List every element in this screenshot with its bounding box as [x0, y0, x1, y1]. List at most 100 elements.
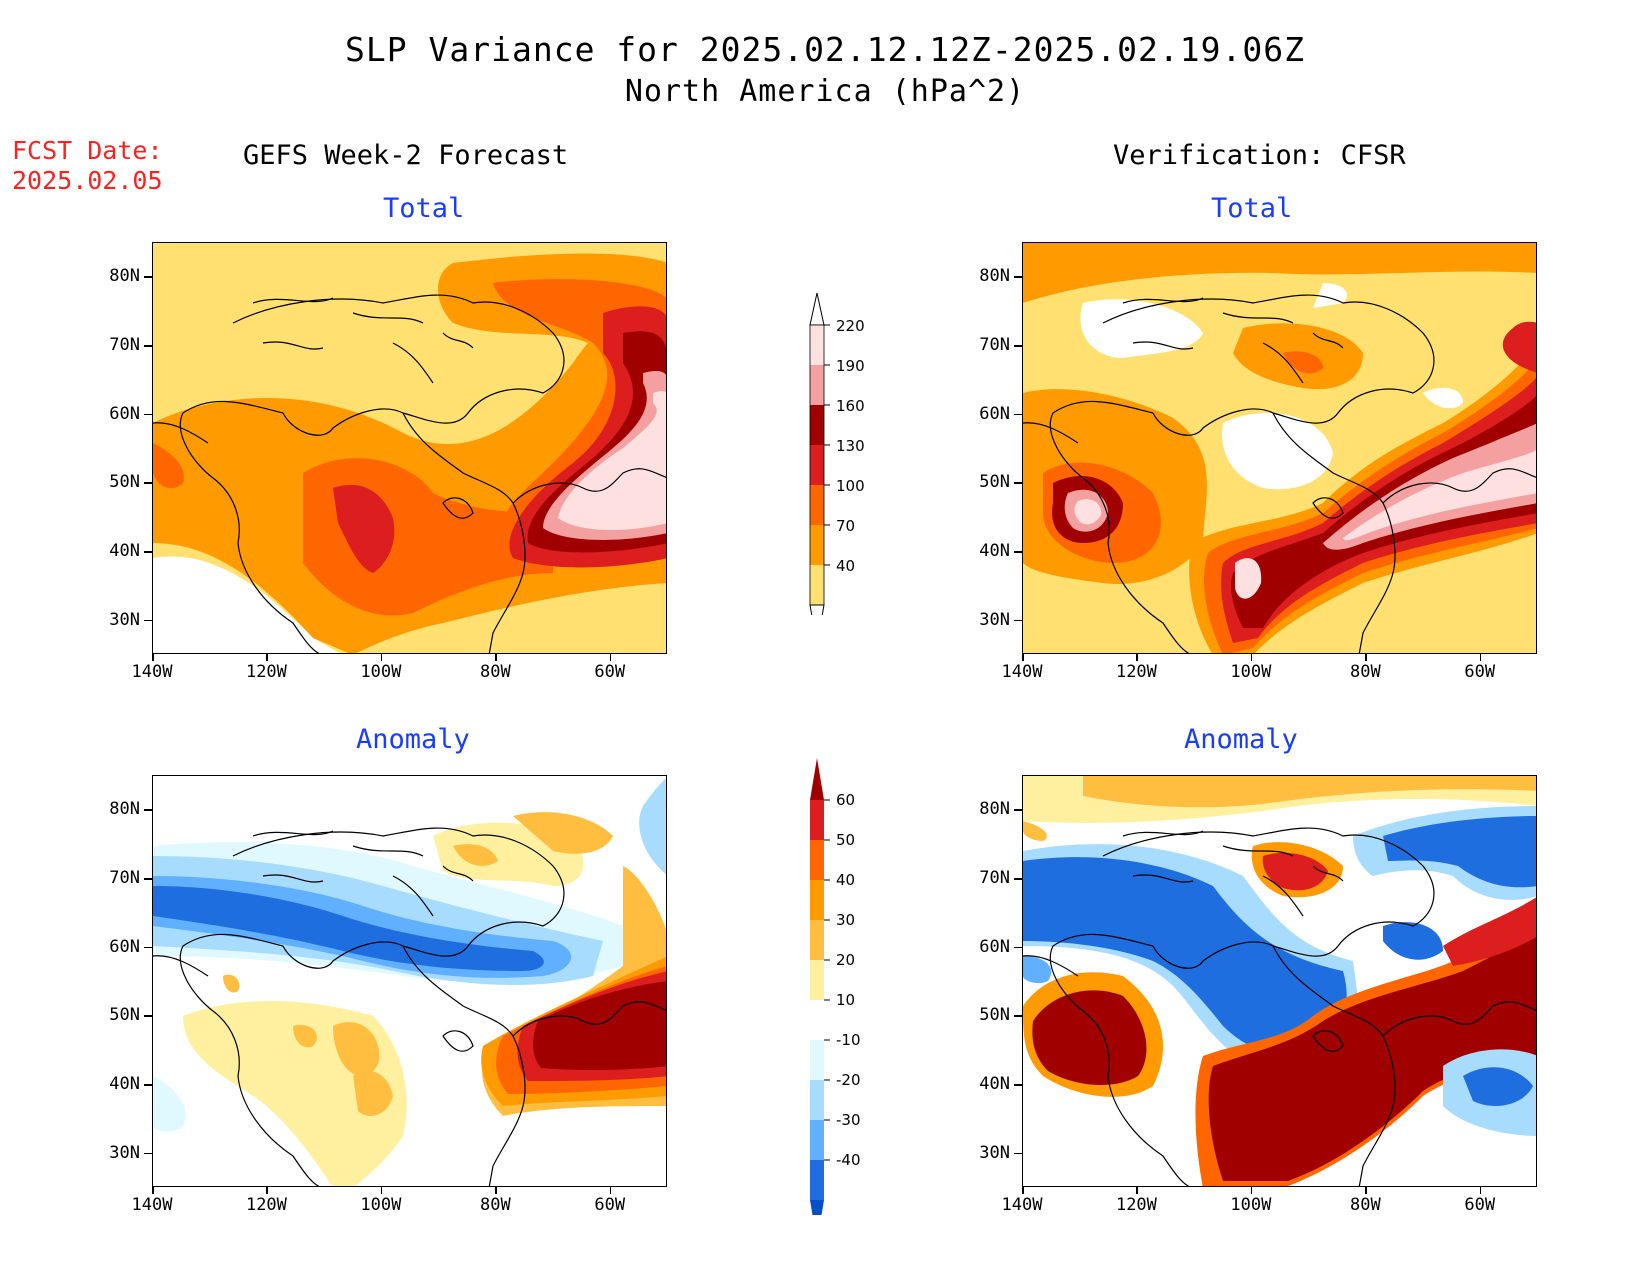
lat-tick-label: 40N [109, 541, 140, 561]
colorbar-segment [810, 325, 824, 365]
lat-tick-mark [144, 1084, 152, 1086]
colorbar-label: -40 [836, 1151, 861, 1169]
colorbar-tip-bottom [809, 604, 825, 615]
colorbar-label: 20 [836, 951, 855, 969]
main-title: SLP Variance for 2025.02.12.12Z-2025.02.… [345, 30, 1305, 69]
colorbar-segment [810, 445, 824, 485]
lat-tick-mark [144, 809, 152, 811]
lon-tick-mark [1365, 1187, 1367, 1194]
lat-tick-mark [144, 619, 152, 622]
lat-tick-label: 30N [979, 609, 1010, 630]
colorbar-segment [810, 840, 824, 880]
column-title-verification: Verification: CFSR [1113, 140, 1406, 171]
lon-tick-label: 100W [360, 662, 402, 682]
lat-tick-mark [1014, 1084, 1022, 1086]
lon-tick-mark [266, 1187, 268, 1194]
colorbar-label: -20 [836, 1071, 861, 1089]
lat-tick-mark [1014, 809, 1022, 811]
lon-tick-mark [1250, 654, 1253, 661]
colorbar-segment [810, 565, 824, 605]
lat-tick-label: 40N [979, 1074, 1010, 1094]
lon-tick-label: 140W [1001, 662, 1043, 682]
fcst-date: FCST Date: 2025.02.05 [12, 136, 163, 196]
lon-tick-mark [495, 654, 497, 661]
colorbar-label: -10 [836, 1031, 861, 1049]
map-forecast-anomaly [153, 776, 666, 1186]
colorbar-segment [810, 1160, 824, 1200]
lat-tick-mark [144, 946, 152, 949]
colorbar-label: 100 [836, 477, 865, 495]
lon-tick-mark [152, 1187, 154, 1194]
colorbar-segment [810, 960, 824, 1000]
lat-tick-mark [1014, 551, 1022, 553]
map-forecast-total [153, 243, 666, 653]
lat-tick-mark [144, 482, 152, 484]
colorbar-label: -30 [836, 1111, 861, 1129]
panel-title-fc-anom: Anomaly [356, 724, 470, 755]
colorbar-segment [810, 880, 824, 920]
lon-tick-label: 60W [1464, 1195, 1496, 1215]
colorbar-label: 70 [836, 517, 855, 535]
lat-tick-label: 80N [979, 266, 1010, 287]
lat-tick-label: 50N [109, 1005, 140, 1026]
lat-tick-mark [144, 878, 152, 880]
colorbar-segment [810, 365, 824, 405]
lon-tick-mark [609, 654, 612, 661]
colorbar-label: 40 [836, 871, 855, 889]
colorbar-anomaly: 60 50 40 30 20 10 -10 -20 -30 -40 [810, 758, 861, 1215]
lon-tick-label: 60W [1464, 662, 1496, 682]
lon-tick-label: 140W [131, 1195, 173, 1215]
lon-tick-mark [609, 1187, 612, 1194]
lat-tick-label: 80N [109, 799, 140, 820]
lat-tick-label: 80N [109, 266, 140, 287]
map-panel-forecast-total [152, 242, 667, 654]
colorbar-label: 130 [836, 437, 865, 455]
colorbar-tip-bottom [810, 1200, 824, 1215]
lat-tick-label: 70N [979, 335, 1010, 355]
subtitle: North America (hPa^2) [624, 74, 1026, 109]
panel-title-ver-anom: Anomaly [1184, 724, 1298, 755]
colorbar-segment [810, 1000, 824, 1040]
lat-tick-label: 40N [109, 1074, 140, 1094]
lon-tick-label: 140W [131, 662, 173, 682]
colorbar-segment [810, 1120, 824, 1160]
column-title-forecast: GEFS Week-2 Forecast [243, 140, 569, 171]
lon-tick-mark [1022, 654, 1024, 661]
colorbar-tip-top [809, 292, 825, 326]
colorbar-label: 160 [836, 397, 865, 415]
lon-tick-label: 60W [594, 662, 626, 682]
lon-tick-label: 80W [479, 662, 511, 682]
colorbar-segment [810, 485, 824, 525]
lon-tick-mark [1365, 654, 1367, 661]
lat-tick-label: 70N [109, 868, 140, 888]
map-verification-anomaly [1023, 776, 1536, 1186]
lat-tick-mark [144, 345, 152, 347]
colorbar-label: 10 [836, 991, 855, 1009]
colorbar-segment [810, 1080, 824, 1120]
lon-tick-mark [380, 654, 383, 661]
colorbar-segment [810, 1040, 824, 1080]
panel-title-fc-total: Total [383, 193, 465, 224]
map-verification-total [1023, 243, 1536, 653]
colorbar-label: 220 [836, 317, 865, 335]
fcst-date-label: FCST Date: [12, 136, 163, 165]
lon-tick-label: 120W [245, 1195, 287, 1215]
lat-tick-mark [144, 1152, 152, 1155]
colorbar-total: 220 190 160 130 100 70 40 [809, 292, 865, 615]
lon-tick-mark [1479, 1187, 1482, 1194]
lon-tick-mark [1136, 654, 1138, 661]
colorbar-label: 190 [836, 357, 865, 375]
lat-tick-label: 70N [979, 868, 1010, 888]
lat-tick-label: 60N [979, 936, 1010, 957]
lon-tick-label: 80W [479, 1195, 511, 1215]
lon-tick-label: 100W [1230, 662, 1272, 682]
lat-tick-mark [1014, 413, 1022, 416]
lat-tick-label: 50N [979, 1005, 1010, 1026]
lat-tick-label: 60N [109, 936, 140, 957]
lat-tick-mark [1014, 1152, 1022, 1155]
lat-tick-label: 60N [979, 403, 1010, 424]
colorbar-label: 50 [836, 831, 855, 849]
lon-tick-label: 120W [1115, 662, 1157, 682]
lon-tick-mark [1022, 1187, 1024, 1194]
lat-tick-mark [1014, 1015, 1022, 1017]
